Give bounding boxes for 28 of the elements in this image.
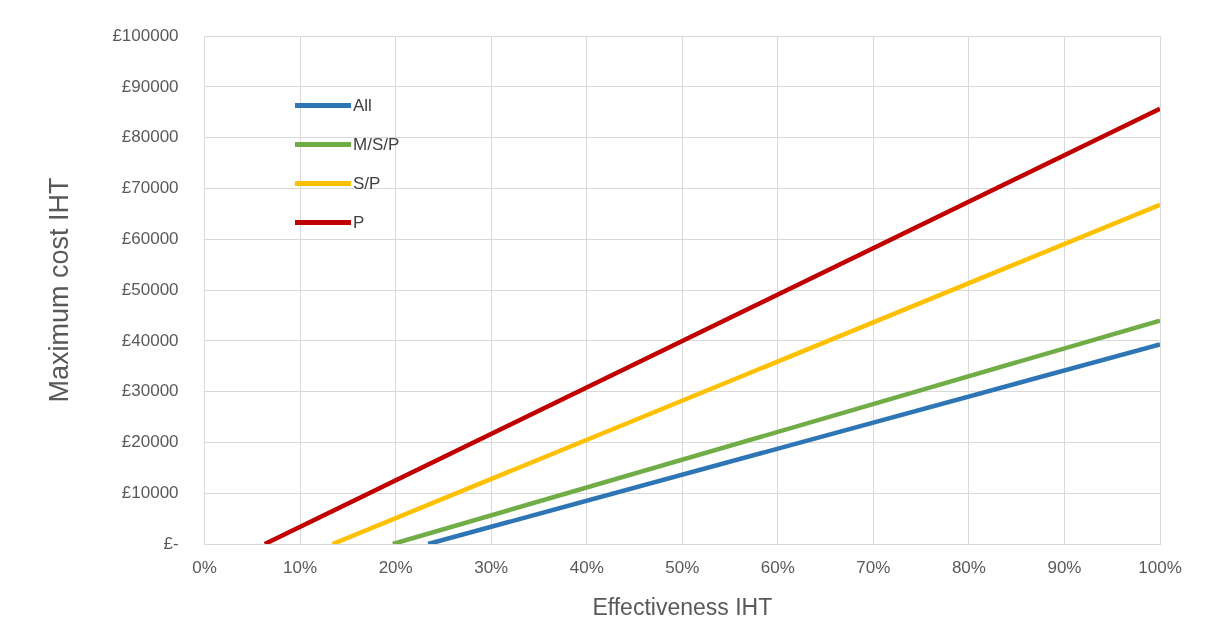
legend-label: M/S/P — [353, 134, 400, 155]
x-tick-label: 40% — [569, 557, 604, 577]
y-tick-label: £20000 — [121, 432, 179, 452]
x-tick-label: 90% — [1047, 557, 1082, 577]
y-tick-label: £30000 — [121, 381, 179, 401]
y-tick-label: £50000 — [121, 279, 179, 299]
legend-label: P — [353, 212, 365, 233]
x-tick-label: 100% — [1138, 557, 1182, 577]
y-tick-label: £60000 — [121, 229, 179, 249]
legend-label: S/P — [353, 173, 381, 194]
y-tick-label: £90000 — [121, 76, 179, 96]
y-tick-label: £10000 — [121, 482, 179, 502]
x-tick-label: 70% — [856, 557, 891, 577]
y-axis-title: Maximum cost IHT — [43, 177, 74, 403]
x-tick-label: 30% — [474, 557, 509, 577]
x-tick-label: 10% — [283, 557, 318, 577]
x-tick-label: 60% — [760, 557, 795, 577]
y-tick-label: £100000 — [112, 25, 179, 45]
y-tick-label: £70000 — [121, 178, 179, 198]
x-tick-label: 20% — [378, 557, 413, 577]
x-tick-label: 0% — [192, 557, 217, 577]
x-axis-title: Effectiveness IHT — [592, 593, 773, 620]
y-tick-label: £80000 — [121, 127, 179, 147]
x-tick-label: 80% — [951, 557, 986, 577]
x-tick-label: 50% — [665, 557, 700, 577]
legend-label: All — [353, 95, 372, 116]
y-tick-label: £- — [163, 533, 179, 553]
y-tick-label: £40000 — [121, 330, 179, 350]
